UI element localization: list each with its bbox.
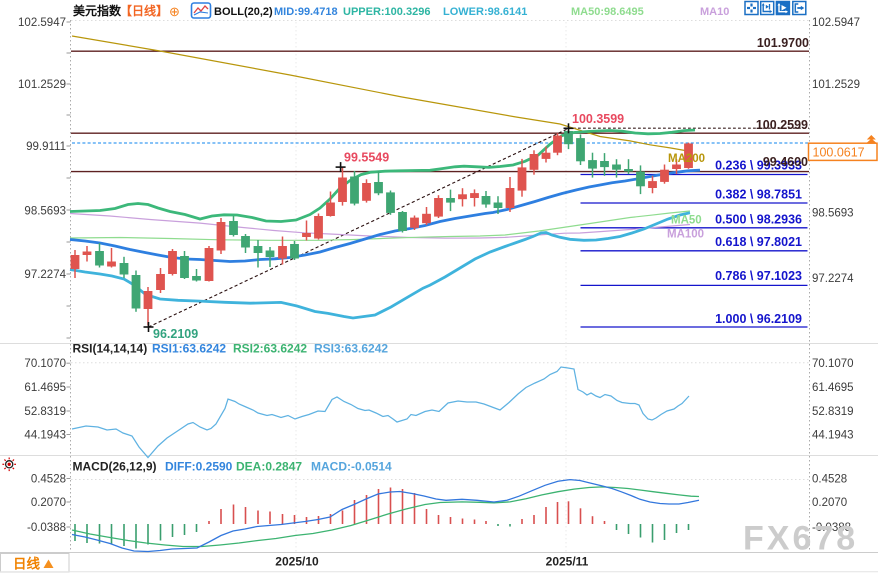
svg-text:-0.0388: -0.0388 <box>812 522 851 534</box>
svg-text:101.2529: 101.2529 <box>18 79 66 91</box>
svg-text:MA10: MA10 <box>700 6 729 18</box>
svg-text:61.4695: 61.4695 <box>24 382 66 394</box>
svg-text:RSI(14,14,14): RSI(14,14,14) <box>73 342 148 356</box>
svg-text:2025/10: 2025/10 <box>275 555 319 569</box>
svg-text:【日线】: 【日线】 <box>120 3 168 18</box>
svg-text:0.786 \ 97.1023: 0.786 \ 97.1023 <box>715 269 802 283</box>
svg-text:MA50: MA50 <box>671 215 702 227</box>
svg-text:BOLL(20,2): BOLL(20,2) <box>214 6 273 18</box>
svg-text:102.5947: 102.5947 <box>812 17 860 29</box>
svg-text:0.618 \ 97.8021: 0.618 \ 97.8021 <box>715 235 802 249</box>
svg-text:100.3599: 100.3599 <box>572 112 624 126</box>
svg-text:0.236 \ 99.3933: 0.236 \ 99.3933 <box>715 159 802 173</box>
svg-text:MACD:-0.0514: MACD:-0.0514 <box>311 460 392 474</box>
svg-text:96.2109: 96.2109 <box>153 327 198 341</box>
svg-text:0.500 \ 98.2936: 0.500 \ 98.2936 <box>715 212 802 226</box>
svg-text:70.1070: 70.1070 <box>812 358 854 370</box>
svg-text:100.2599: 100.2599 <box>756 118 808 132</box>
svg-text:97.2274: 97.2274 <box>24 269 66 281</box>
svg-text:99.4600: 99.4600 <box>763 155 808 169</box>
svg-text:LOWER:98.6141: LOWER:98.6141 <box>443 6 527 18</box>
svg-text:101.2529: 101.2529 <box>812 79 860 91</box>
svg-text:102.5947: 102.5947 <box>18 17 66 29</box>
svg-text:0.4528: 0.4528 <box>812 474 847 486</box>
svg-text:99.9111: 99.9111 <box>26 141 66 153</box>
svg-text:RSI2:63.6242: RSI2:63.6242 <box>233 342 307 356</box>
svg-text:RSI3:63.6242: RSI3:63.6242 <box>314 342 388 356</box>
svg-text:DIFF:0.2590: DIFF:0.2590 <box>165 460 233 474</box>
svg-text:100.0617: 100.0617 <box>813 146 865 160</box>
svg-text:DEA:0.2847: DEA:0.2847 <box>236 460 302 474</box>
svg-text:UPPER:100.3296: UPPER:100.3296 <box>343 6 430 18</box>
svg-text:美元指数: 美元指数 <box>73 3 122 18</box>
svg-text:FX678: FX678 <box>743 520 858 558</box>
svg-text:0.2070: 0.2070 <box>812 497 847 509</box>
svg-text:0.4528: 0.4528 <box>31 474 66 486</box>
svg-text:2025/11: 2025/11 <box>546 555 589 569</box>
svg-text:MACD(26,12,9): MACD(26,12,9) <box>73 460 157 474</box>
svg-text:52.8319: 52.8319 <box>812 406 854 418</box>
svg-text:101.9700: 101.9700 <box>757 36 809 50</box>
svg-text:0.382 \ 98.7851: 0.382 \ 98.7851 <box>715 188 802 202</box>
svg-text:日线: 日线 <box>13 556 40 572</box>
svg-text:⊕: ⊕ <box>169 4 180 19</box>
svg-text:99.5549: 99.5549 <box>344 151 389 165</box>
svg-text:98.5693: 98.5693 <box>24 206 66 218</box>
svg-text:44.1943: 44.1943 <box>812 430 854 442</box>
svg-text:44.1943: 44.1943 <box>24 430 66 442</box>
svg-text:52.8319: 52.8319 <box>24 406 66 418</box>
svg-text:97.2274: 97.2274 <box>812 273 854 285</box>
svg-text:70.1070: 70.1070 <box>24 358 66 370</box>
svg-text:-0.0388: -0.0388 <box>27 522 66 534</box>
svg-text:MA50:98.6495: MA50:98.6495 <box>571 6 644 18</box>
svg-text:MA100: MA100 <box>667 229 704 241</box>
svg-text:MA200: MA200 <box>668 153 705 165</box>
svg-text:0.2070: 0.2070 <box>31 497 66 509</box>
svg-text:MID:99.4718: MID:99.4718 <box>274 6 338 18</box>
svg-text:RSI1:63.6242: RSI1:63.6242 <box>152 342 226 356</box>
svg-text:1.000 \ 96.2109: 1.000 \ 96.2109 <box>715 312 802 326</box>
svg-text:61.4695: 61.4695 <box>812 382 854 394</box>
svg-text:98.5693: 98.5693 <box>812 208 854 220</box>
